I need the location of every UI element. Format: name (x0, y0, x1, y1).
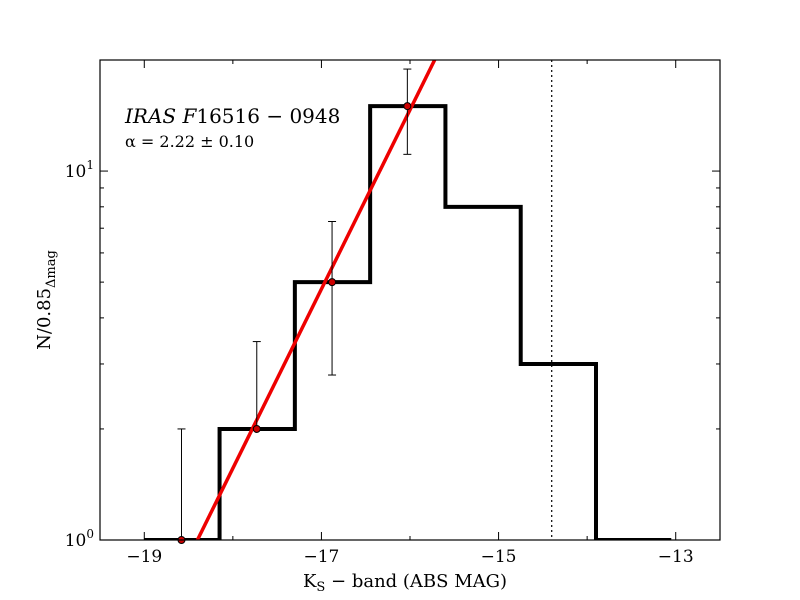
x-tick-label: −13 (658, 547, 694, 567)
x-axis-label-sub: S (316, 580, 325, 595)
x-axis-label: KS − band (ABS MAG) (303, 571, 507, 595)
x-axis-label-rest: − band (ABS MAG) (325, 571, 507, 592)
data-point (328, 278, 337, 287)
y-axis-label-sub: Δmag (44, 250, 59, 288)
x-tick-label: −19 (126, 547, 162, 567)
annotation-object-name: IRAS F16516 − 0948 (124, 104, 340, 128)
power-law-fit-line (195, 60, 437, 540)
y-axis-label: N/0.85Δmag (34, 250, 59, 350)
x-axis-label-main: K (303, 571, 317, 592)
y-tick-label: 101 (65, 158, 94, 182)
histogram-outline (144, 104, 672, 540)
annotation-object-roman: 16516 − 0948 (196, 104, 340, 128)
y-axis-label-main: N/0.85 (34, 288, 55, 350)
data-point (403, 102, 412, 111)
x-tick-label: −15 (481, 547, 517, 567)
y-tick-label: 100 (65, 527, 94, 551)
annotation-object-italic: IRAS F (124, 104, 197, 128)
annotation-alpha: α = 2.22 ± 0.10 (125, 132, 254, 151)
x-tick-label: −17 (303, 547, 339, 567)
plot-area: −19 −17 −15 −13 100 101 (65, 59, 721, 567)
data-point (252, 424, 261, 433)
